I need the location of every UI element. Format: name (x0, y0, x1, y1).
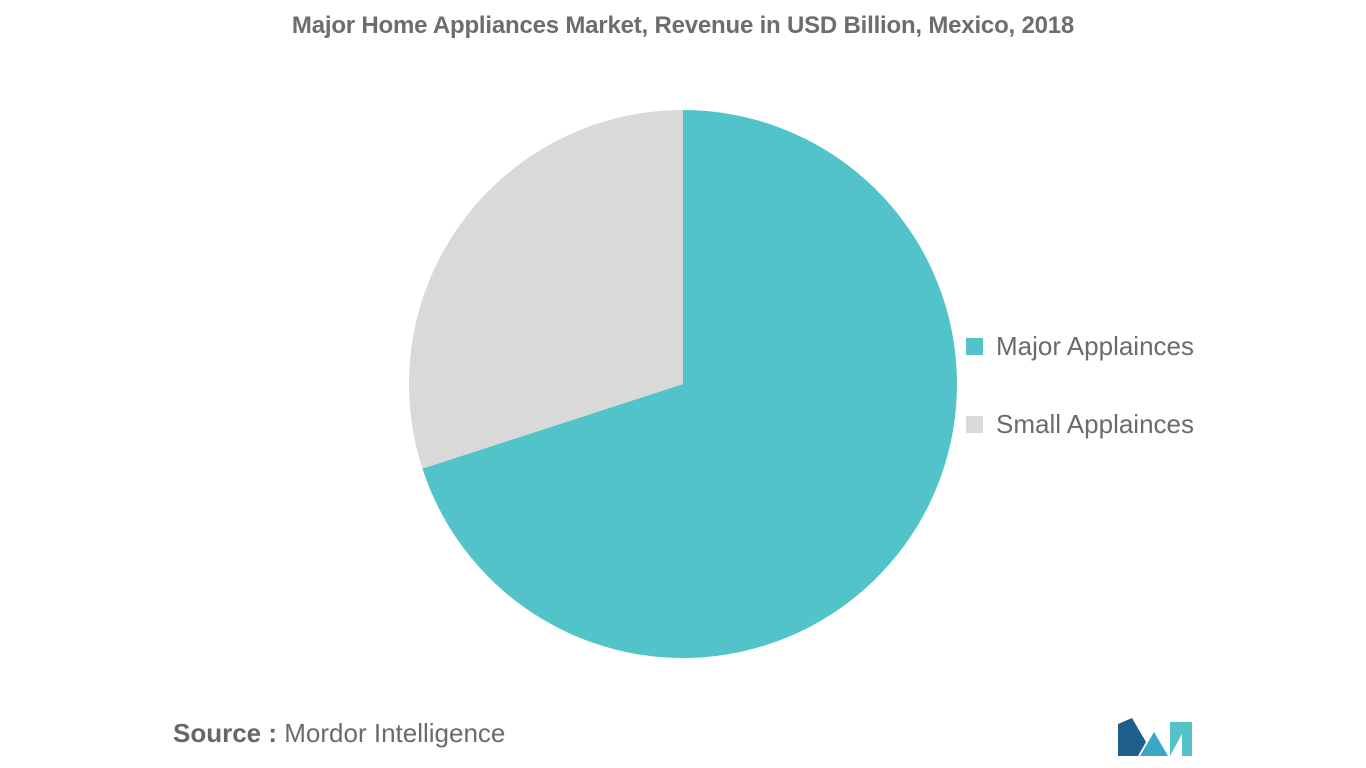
source-prefix: Source : (173, 718, 278, 748)
legend-swatch-major-appliances (966, 337, 983, 355)
legend-item-major-appliances: Major Applainces (966, 326, 1194, 366)
chart-title: Major Home Appliances Market, Revenue in… (291, 12, 1075, 39)
legend-label-small-appliances: Small Applainces (996, 408, 1194, 439)
pie-slice-small-applainces (409, 110, 683, 469)
legend-item-small-appliances: Small Applainces (966, 404, 1194, 444)
legend-label-major-appliances: Major Applainces (996, 330, 1194, 361)
logo-middle-shape (1140, 732, 1168, 756)
mordor-intelligence-logo-icon (1118, 718, 1192, 756)
source-text: Mordor Intelligence (284, 718, 506, 748)
logo-right-shape (1170, 722, 1192, 756)
pie-slice-major-applainces (422, 110, 957, 659)
pie-slices (409, 110, 957, 659)
logo-left-shape (1118, 718, 1146, 756)
legend-swatch-small-appliances (966, 415, 983, 433)
chart-legend: Major Applainces Small Applainces (966, 326, 1194, 482)
source-note: Source : Mordor Intelligence (173, 718, 505, 749)
